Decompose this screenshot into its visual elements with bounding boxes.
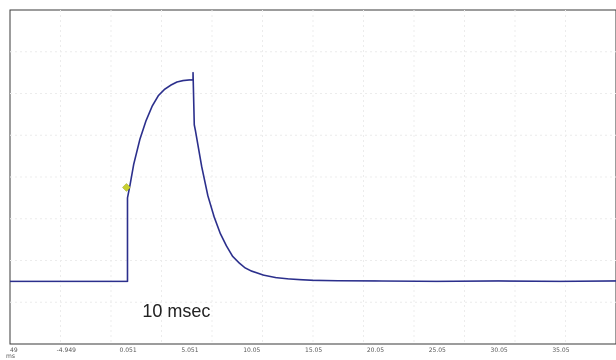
x-tick-label: 0.051 [120,347,137,354]
grid [10,10,616,344]
axis-corner-label: ms [6,353,15,360]
x-tick-label: 20.05 [367,347,384,354]
marker-layer [122,183,131,192]
x-tick-label: 35.05 [552,347,569,354]
x-tick-label: 5.051 [181,347,198,354]
series-line-0 [10,71,616,283]
x-tick-label: 30.05 [491,347,508,354]
x-tick-label: 49 [10,347,18,354]
x-tick-label: 10.05 [243,347,260,354]
x-tick-label: -4.949 [57,347,77,354]
x-axis-ticks: 49 -4.949 0.051 5.051 10.05 15.05 20.05 25.05 30… [10,347,570,354]
trigger-marker [122,183,131,192]
series-layer [10,71,616,283]
x-tick-label: 15.05 [305,347,322,354]
duration-annotation: 10 msec [142,301,210,321]
x-tick-label: 25.05 [429,347,446,354]
